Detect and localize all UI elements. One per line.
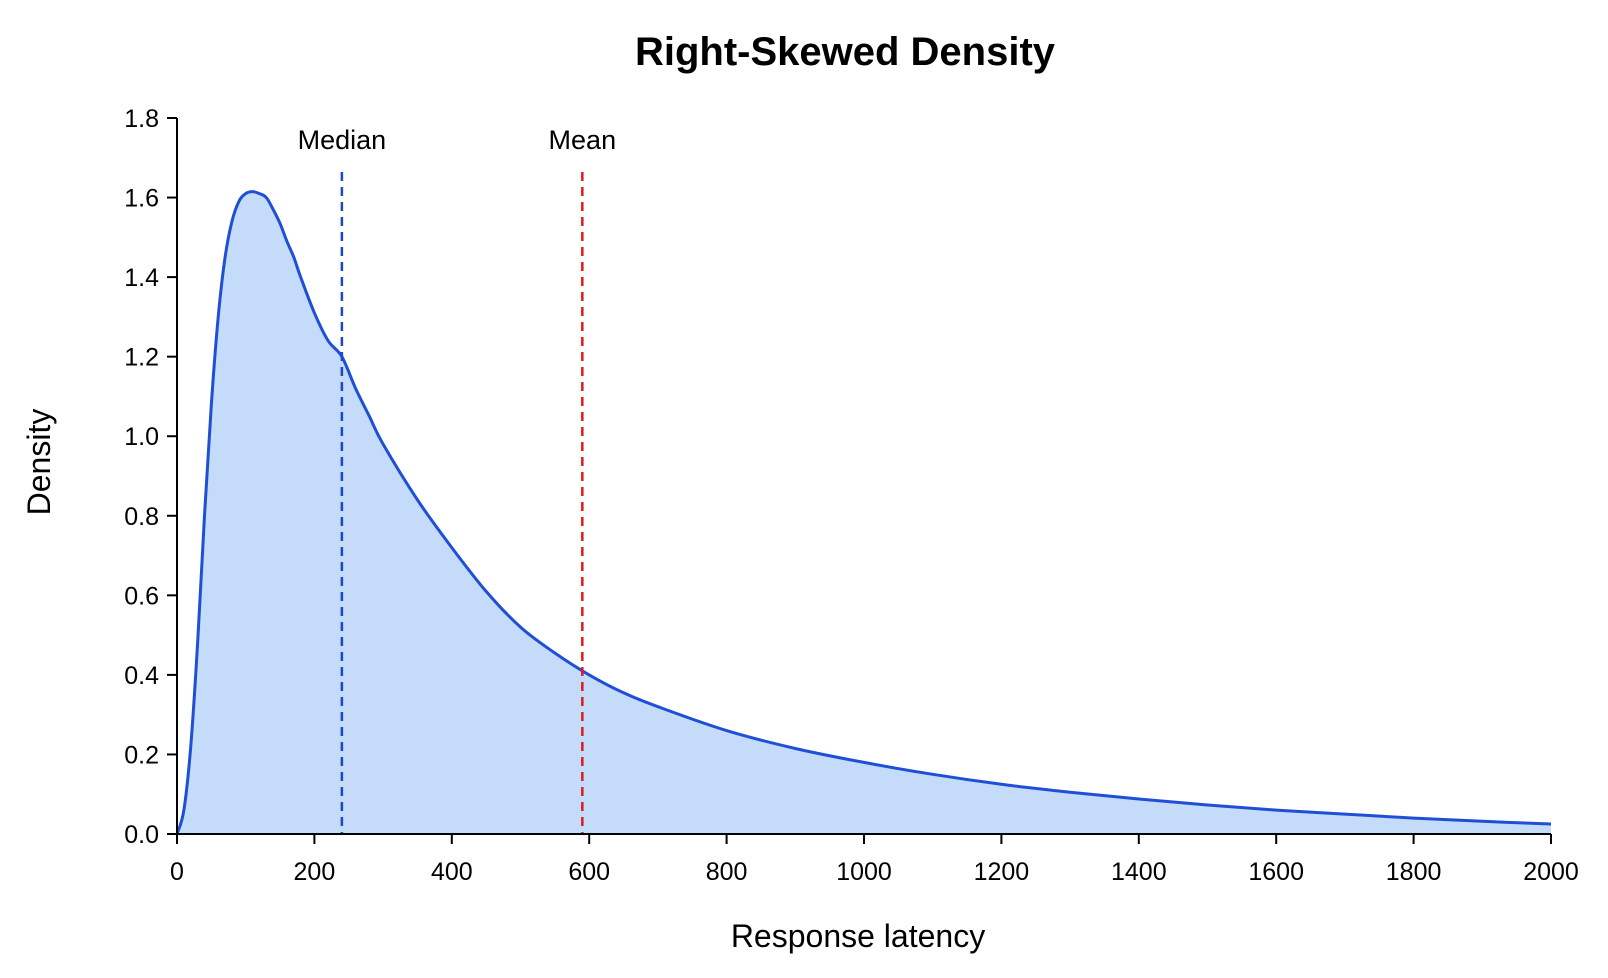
x-tick-label: 800 <box>706 858 748 886</box>
mean-label: Mean <box>549 125 617 155</box>
x-tick-label: 600 <box>568 858 610 886</box>
density-curve <box>175 190 1552 835</box>
y-tick-label: 1.0 <box>124 423 159 451</box>
x-axis-label: Response latency <box>731 918 985 954</box>
x-tick-label: 1000 <box>836 858 892 886</box>
y-tick-label: 0.4 <box>124 662 159 690</box>
y-tick-label: 1.4 <box>124 264 159 292</box>
annotation-lines: Median Mean <box>298 125 617 834</box>
y-tick-label: 1.2 <box>124 344 159 372</box>
x-tick-label: 1800 <box>1386 858 1442 886</box>
x-tick-label: 1600 <box>1248 858 1304 886</box>
density-area-fill <box>177 191 1551 835</box>
y-axis-label: Density <box>21 409 57 516</box>
y-tick-label: 0.2 <box>124 741 159 769</box>
plot-area: Median Mean <box>175 125 1552 835</box>
y-tick-label: 0.6 <box>124 582 159 610</box>
chart-title: Right-Skewed Density <box>635 30 1056 74</box>
median-label: Median <box>298 125 387 155</box>
y-tick-label: 0.0 <box>124 821 159 849</box>
x-tick-label: 1400 <box>1111 858 1167 886</box>
y-tick-label: 0.8 <box>124 503 159 531</box>
y-tick-label: 1.8 <box>124 105 159 133</box>
x-tick-label: 2000 <box>1523 858 1579 886</box>
x-axis-ticks: 0 200 400 600 800 1000 1200 1400 1600 1800 2000 <box>170 834 1579 886</box>
x-tick-label: 200 <box>294 858 336 886</box>
y-tick-label: 1.6 <box>124 185 159 213</box>
y-axis-ticks: 0.0 0.2 0.4 0.6 0.8 1.0 1.2 1.4 1.6 1.8 <box>124 105 177 849</box>
x-tick-label: 0 <box>170 858 184 886</box>
x-tick-label: 400 <box>431 858 473 886</box>
x-tick-label: 1200 <box>974 858 1030 886</box>
